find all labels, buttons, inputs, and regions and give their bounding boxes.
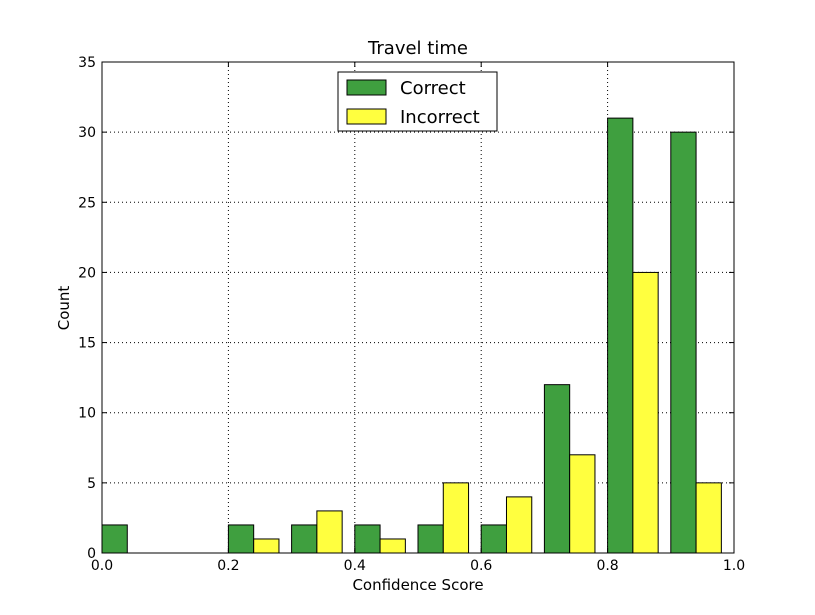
bar-incorrect-bin-5 xyxy=(442,482,470,554)
bar-correct-bin-7 xyxy=(543,384,571,554)
bars xyxy=(101,117,722,554)
y-tick-label: 15 xyxy=(78,336,96,352)
x-tick-label: 0.4 xyxy=(344,558,366,574)
x-tick-label: 0.0 xyxy=(91,558,113,574)
x-axis-ticks: 0.0 0.2 0.4 0.6 0.8 1.0 xyxy=(91,62,745,574)
bar-incorrect-bin-4 xyxy=(379,538,406,554)
y-tick-label: 25 xyxy=(78,195,96,211)
y-tick-label: 30 xyxy=(78,125,96,141)
y-tick-label: 10 xyxy=(78,406,96,422)
bar-incorrect-bin-7 xyxy=(569,454,596,554)
bar-correct-bin-8 xyxy=(607,117,634,554)
bar-correct-bin-6 xyxy=(480,524,507,554)
x-tick-label: 0.2 xyxy=(217,558,239,574)
y-tick-label: 5 xyxy=(87,476,96,492)
plot-frame xyxy=(101,61,735,554)
y-tick-label: 0 xyxy=(87,546,96,562)
legend-label-incorrect: Incorrect xyxy=(400,107,480,128)
y-axis-ticks: 0 5 10 15 20 25 30 35 xyxy=(78,55,734,562)
chart-title: Travel time xyxy=(367,38,468,59)
bar-correct-bin-3 xyxy=(291,524,318,554)
bar-incorrect-bin-3 xyxy=(316,510,343,554)
bar-incorrect-bin-9 xyxy=(695,482,722,554)
x-tick-label: 1.0 xyxy=(723,558,745,574)
legend: Correct Incorrect xyxy=(337,71,498,132)
y-tick-label: 20 xyxy=(78,265,96,281)
y-tick-label: 35 xyxy=(78,55,96,71)
y-axis-label: Count xyxy=(55,286,73,331)
bar-correct-bin-5 xyxy=(417,524,444,554)
bar-correct-bin-0 xyxy=(101,524,128,554)
legend-label-correct: Correct xyxy=(400,78,466,99)
bar-correct-bin-2 xyxy=(227,524,255,554)
bar-incorrect-bin-2 xyxy=(253,538,280,554)
x-axis-label: Confidence Score xyxy=(352,576,483,594)
legend-swatch-incorrect xyxy=(346,108,387,125)
bar-correct-bin-9 xyxy=(670,131,697,554)
x-tick-label: 0.6 xyxy=(470,558,492,574)
bar-incorrect-bin-6 xyxy=(505,496,533,554)
x-tick-label: 0.8 xyxy=(596,558,618,574)
bar-incorrect-bin-8 xyxy=(632,271,659,554)
bar-correct-bin-4 xyxy=(354,524,381,554)
legend-swatch-correct xyxy=(346,79,387,96)
